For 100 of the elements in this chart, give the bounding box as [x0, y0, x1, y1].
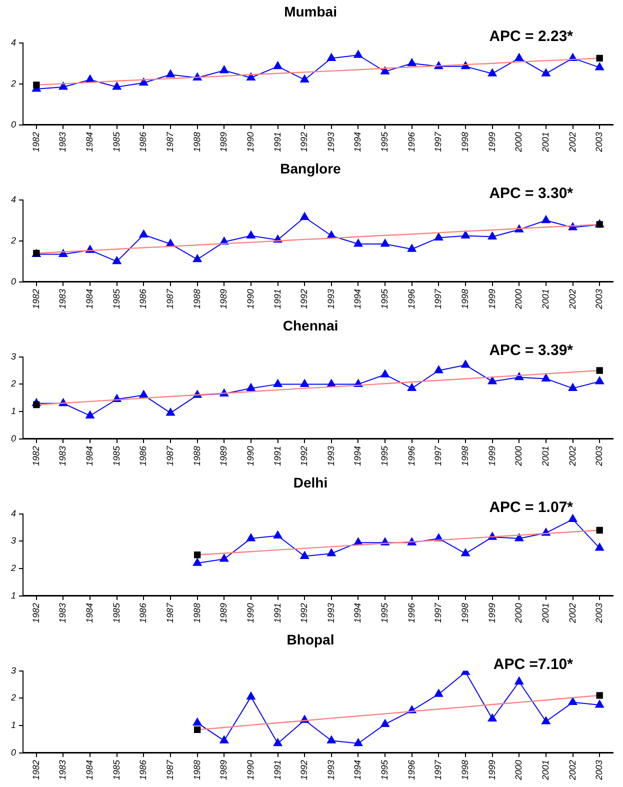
x-tick-label: 1996 — [406, 132, 416, 152]
point — [514, 676, 524, 685]
point — [354, 50, 363, 58]
x-tick-label: 1994 — [352, 132, 363, 152]
point — [461, 360, 470, 368]
x-tick-label: 2003 — [594, 602, 604, 624]
x-tick-label: 1993 — [326, 132, 336, 152]
y-tick-label: 3 — [10, 665, 16, 676]
point — [514, 53, 524, 61]
x-tick-label: 1997 — [433, 444, 444, 466]
x-tick-label: 1984 — [84, 446, 95, 466]
point — [220, 66, 229, 74]
point — [246, 72, 256, 80]
x-tick-label: 2003 — [594, 446, 604, 468]
x-tick-label: 1998 — [460, 602, 470, 624]
x-tick-label: 1984 — [84, 602, 95, 624]
point — [327, 548, 336, 556]
point — [461, 230, 470, 239]
x-tick-label: 1998 — [460, 132, 470, 152]
chart-title: Mumbai — [284, 3, 337, 20]
y-tick-label: 4 — [10, 508, 16, 518]
point — [354, 238, 363, 247]
point — [220, 736, 229, 744]
x-tick-label: 1996 — [406, 602, 416, 624]
point — [461, 548, 470, 556]
x-tick-label: 1991 — [272, 602, 282, 624]
x-tick-label: 1997 — [433, 602, 444, 624]
x-tick-label: 1998 — [460, 760, 470, 780]
x-tick-label: 2002 — [567, 446, 578, 468]
x-tick-label: 1996 — [406, 760, 416, 780]
x-tick-label: 1998 — [460, 288, 470, 310]
x-tick-label: 1983 — [58, 132, 68, 152]
x-tick-label: 1998 — [460, 446, 470, 466]
x-tick-label: 1989 — [218, 446, 229, 466]
annotation: APC = 2.23* — [489, 28, 574, 45]
point — [300, 212, 309, 220]
point — [273, 738, 282, 746]
point — [434, 365, 444, 374]
x-tick-label: 1982 — [30, 602, 41, 624]
point — [354, 738, 363, 746]
x-tick-label: 1985 — [111, 602, 122, 624]
x-tick-label: 1999 — [486, 760, 497, 780]
x-tick-label: 1986 — [138, 288, 148, 310]
x-tick-label: 1995 — [380, 758, 390, 780]
y-tick-label: 0 — [10, 747, 16, 758]
y-tick-label: 1 — [10, 590, 16, 600]
point — [273, 61, 282, 70]
point — [380, 66, 390, 74]
x-tick-label: 2001 — [540, 132, 550, 154]
point — [595, 700, 604, 708]
x-tick-label: 2002 — [567, 602, 578, 624]
x-tick-label: 1994 — [352, 760, 363, 780]
y-tick-label: 4 — [10, 37, 16, 48]
x-tick-label: 2001 — [540, 288, 550, 310]
x-tick-label: 1986 — [138, 132, 148, 152]
x-tick-label: 1992 — [299, 132, 310, 152]
x-tick-label: 1983 — [58, 602, 68, 624]
point — [407, 58, 416, 66]
x-tick-label: 1993 — [326, 446, 336, 466]
x-tick-label: 1984 — [84, 760, 95, 780]
x-tick-label: 1993 — [326, 760, 336, 780]
x-tick-label: 1992 — [299, 446, 310, 466]
y-tick-label: 0 — [10, 433, 16, 444]
point — [542, 215, 550, 224]
x-tick-label: 1999 — [486, 288, 497, 310]
point — [300, 551, 309, 560]
x-tick-label: 1990 — [245, 760, 256, 780]
x-tick-label: 2001 — [540, 446, 550, 468]
point — [112, 256, 122, 264]
chart-title: Bhopal — [286, 631, 334, 648]
y-tick-label: 1 — [10, 720, 16, 730]
x-tick-label: 1992 — [299, 760, 310, 780]
y-tick-label: 2 — [10, 78, 16, 88]
x-tick-label: 1990 — [245, 288, 256, 310]
point — [86, 410, 94, 418]
x-tick-label: 1999 — [486, 602, 497, 624]
x-tick-label: 1994 — [352, 446, 363, 466]
point — [488, 68, 497, 76]
y-tick-label: 2 — [10, 378, 16, 389]
x-tick-label: 2000 — [514, 602, 524, 624]
point — [596, 526, 603, 534]
x-tick-label: 1995 — [380, 288, 390, 310]
x-tick-label: 1983 — [58, 760, 68, 780]
chart-title: Delhi — [293, 474, 328, 490]
point — [542, 68, 550, 76]
x-tick-label: 2003 — [594, 760, 604, 782]
y-tick-label: 0 — [10, 276, 16, 286]
x-tick-label: 1991 — [272, 288, 282, 310]
x-tick-label: 1991 — [272, 760, 282, 780]
point — [568, 514, 578, 522]
x-tick-label: 1997 — [433, 130, 444, 152]
x-tick-label: 2001 — [540, 602, 550, 624]
point — [542, 374, 550, 382]
x-tick-label: 1983 — [58, 288, 68, 310]
x-tick-label: 2002 — [567, 132, 578, 154]
point — [192, 718, 202, 726]
x-tick-label: 2001 — [540, 760, 550, 782]
x-tick-label: 1982 — [30, 288, 41, 310]
x-tick-label: 2000 — [514, 132, 524, 154]
x-tick-label: 1993 — [326, 288, 336, 310]
